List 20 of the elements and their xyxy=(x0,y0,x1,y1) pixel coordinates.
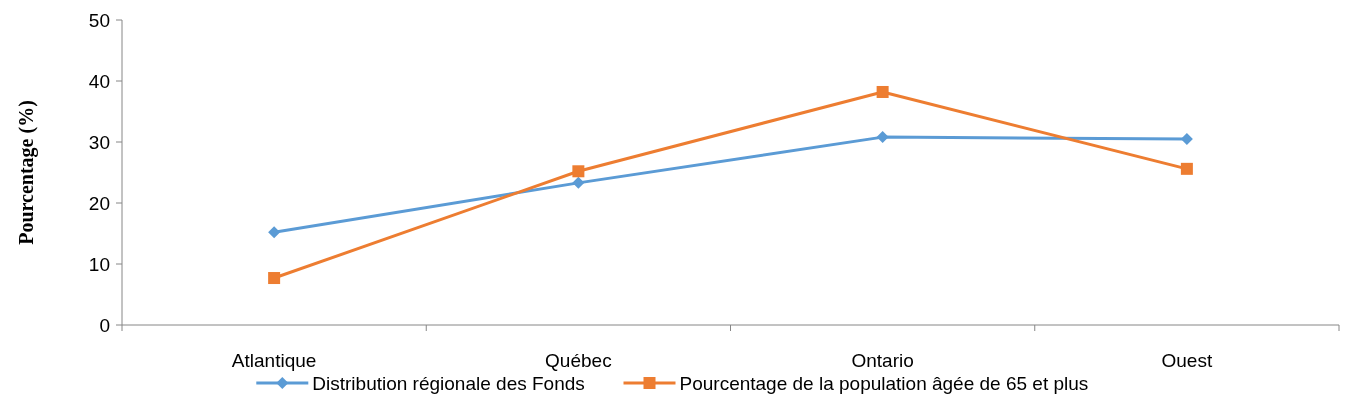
y-axis-title: Pourcentage (%) xyxy=(15,100,38,245)
y-tick-label: 30 xyxy=(88,131,110,153)
point xyxy=(572,165,585,178)
x-tick-label: Ouest xyxy=(1161,350,1213,371)
point xyxy=(876,85,889,98)
y-tick-label: 50 xyxy=(88,9,110,31)
point xyxy=(268,272,281,285)
point xyxy=(572,176,585,189)
x-tick-label: Québec xyxy=(545,350,612,371)
point xyxy=(268,226,281,239)
x-tick-label: Ontario xyxy=(851,350,914,371)
point xyxy=(1180,162,1193,175)
y-tick-label: 10 xyxy=(88,253,110,275)
legend-label: Distribution régionale des Fonds xyxy=(312,372,585,394)
y-tick-label: 20 xyxy=(88,192,110,214)
point xyxy=(876,131,889,144)
x-tick-label: Atlantique xyxy=(231,350,317,371)
legend-label: Pourcentage de la population âgée de 65 et plus xyxy=(679,372,1089,394)
y-tick-label: 0 xyxy=(99,314,110,336)
y-tick-label: 40 xyxy=(88,70,110,92)
